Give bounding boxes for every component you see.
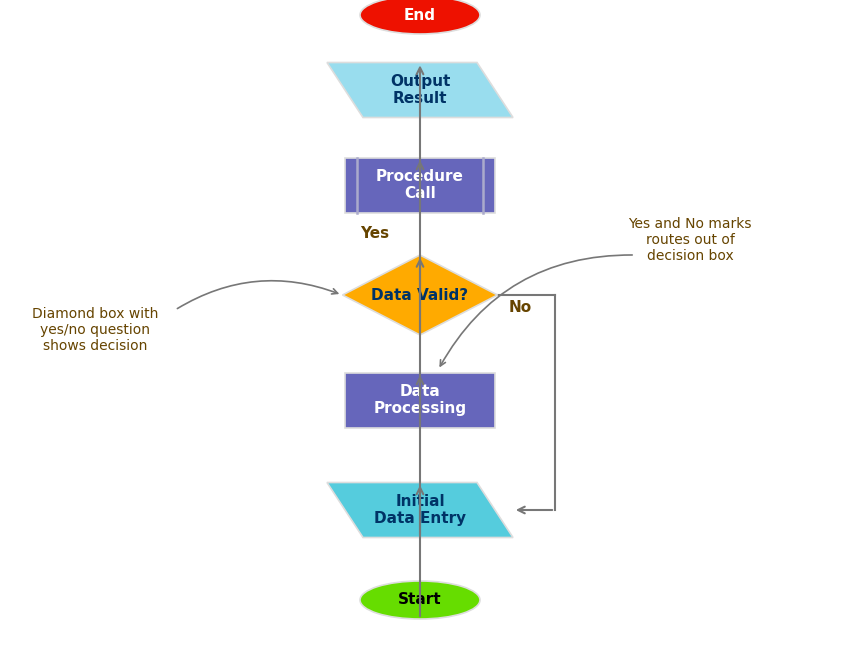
- Text: Initial
Data Entry: Initial Data Entry: [374, 494, 466, 526]
- Polygon shape: [327, 63, 513, 118]
- FancyBboxPatch shape: [345, 372, 495, 428]
- Text: Procedure
Call: Procedure Call: [376, 169, 464, 201]
- Text: Data Valid?: Data Valid?: [372, 288, 468, 303]
- Text: Output
Result: Output Result: [390, 74, 450, 106]
- Polygon shape: [342, 255, 498, 335]
- FancyBboxPatch shape: [345, 157, 495, 213]
- Polygon shape: [327, 482, 513, 538]
- Text: Yes: Yes: [361, 226, 389, 241]
- Text: Yes and No marks
routes out of
decision box: Yes and No marks routes out of decision …: [628, 216, 752, 263]
- Text: Start: Start: [398, 592, 442, 607]
- Text: Data
Processing: Data Processing: [373, 384, 467, 417]
- Text: No: No: [509, 301, 532, 315]
- Ellipse shape: [360, 581, 480, 619]
- Text: End: End: [404, 7, 436, 22]
- Ellipse shape: [360, 0, 480, 34]
- Text: Diamond box with
yes/no question
shows decision: Diamond box with yes/no question shows d…: [32, 307, 158, 353]
